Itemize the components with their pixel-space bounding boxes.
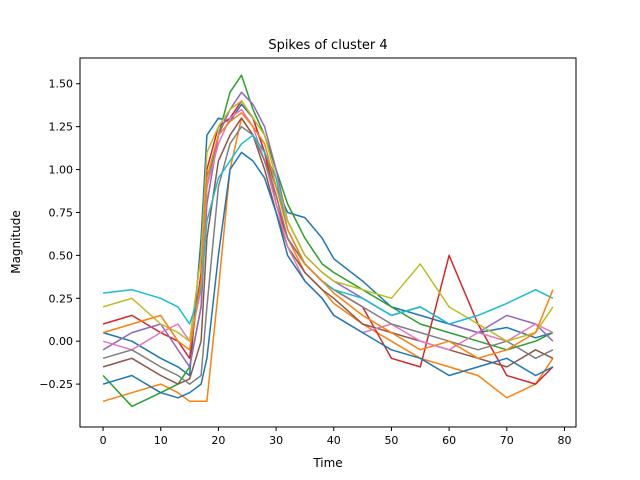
x-tick-label: 40 xyxy=(327,434,341,447)
x-tick-label: 0 xyxy=(100,434,107,447)
x-axis-label: Time xyxy=(312,456,342,470)
y-tick-label: 0.00 xyxy=(49,335,74,348)
series-layer xyxy=(102,74,554,408)
spike-series-line xyxy=(102,112,554,360)
x-tick-label: 60 xyxy=(442,434,456,447)
y-axis-ticks: −0.25 0.00 0.25 0.50 0.75 1.00 1.25 1.50 xyxy=(39,78,80,391)
y-tick-label: −0.25 xyxy=(39,378,73,391)
x-tick-label: 30 xyxy=(269,434,283,447)
y-tick-label: 0.25 xyxy=(49,292,74,305)
x-tick-label: 70 xyxy=(500,434,514,447)
y-tick-label: 1.25 xyxy=(49,121,74,134)
x-tick-label: 20 xyxy=(211,434,225,447)
x-tick-label: 10 xyxy=(154,434,168,447)
y-tick-label: 0.75 xyxy=(49,206,74,219)
x-tick-label: 80 xyxy=(557,434,571,447)
spike-series-line xyxy=(102,151,554,399)
chart-title: Spikes of cluster 4 xyxy=(268,38,387,53)
plot-area xyxy=(80,58,576,427)
y-tick-label: 1.00 xyxy=(49,164,74,177)
x-axis-ticks: 0 10 20 30 40 50 60 70 80 xyxy=(100,427,571,447)
x-tick-label: 50 xyxy=(384,434,398,447)
y-tick-label: 0.50 xyxy=(49,249,74,262)
y-tick-label: 1.50 xyxy=(49,78,74,91)
spike-series-line xyxy=(103,134,554,325)
y-axis-label: Magnitude xyxy=(9,210,23,274)
plot-frame xyxy=(79,57,577,428)
